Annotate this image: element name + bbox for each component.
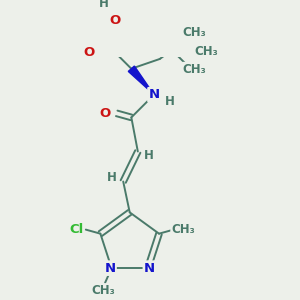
- Text: H: H: [144, 149, 154, 162]
- Text: CH₃: CH₃: [183, 26, 206, 39]
- Text: H: H: [107, 171, 117, 184]
- Text: N: N: [144, 262, 155, 275]
- Text: CH₃: CH₃: [92, 284, 115, 297]
- Text: H: H: [165, 95, 175, 108]
- Text: H: H: [99, 0, 109, 10]
- Polygon shape: [128, 66, 154, 95]
- Text: CH₃: CH₃: [172, 223, 195, 236]
- Text: O: O: [100, 107, 111, 120]
- Text: N: N: [104, 262, 116, 275]
- Text: N: N: [148, 88, 160, 101]
- Text: O: O: [83, 46, 95, 59]
- Text: CH₃: CH₃: [183, 63, 206, 76]
- Text: O: O: [110, 14, 121, 26]
- Text: Cl: Cl: [69, 223, 83, 236]
- Text: CH₃: CH₃: [194, 45, 218, 58]
